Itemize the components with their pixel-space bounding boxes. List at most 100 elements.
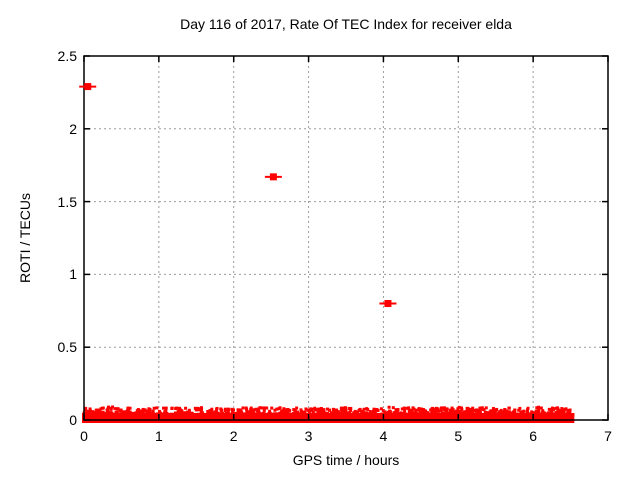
band-point [386, 410, 390, 414]
band-point [368, 409, 372, 413]
band-point [555, 413, 559, 417]
band-point [173, 411, 177, 415]
band-point [141, 407, 145, 411]
band-core [82, 413, 575, 423]
band-point [363, 411, 367, 415]
y-tick-label: 0 [69, 412, 77, 428]
band-point [564, 407, 568, 411]
band-point [387, 405, 391, 409]
band-point [566, 412, 570, 416]
band-point [487, 413, 491, 417]
band-point [444, 407, 448, 411]
band-point [107, 412, 111, 416]
band-point [136, 408, 140, 412]
band-point [543, 412, 547, 416]
band-point [486, 411, 490, 415]
band-point [347, 406, 351, 410]
band-point [571, 413, 575, 417]
band-point [115, 413, 119, 417]
band-point [122, 410, 126, 414]
band-point [499, 411, 503, 415]
band-point [283, 413, 287, 417]
band-point [400, 407, 404, 411]
band-point [306, 408, 310, 412]
band-point [481, 413, 485, 417]
band-point [474, 409, 478, 413]
band-point [286, 408, 290, 412]
band-point [148, 410, 152, 414]
band-point [282, 407, 286, 411]
band-point [304, 413, 308, 417]
band-point [267, 413, 271, 417]
band-point [464, 410, 468, 414]
band-point [270, 406, 274, 410]
band-point [405, 406, 409, 410]
band-point [560, 407, 564, 411]
band-point [86, 411, 90, 415]
band-point [196, 406, 200, 410]
band-point [239, 408, 243, 412]
band-point [539, 406, 543, 410]
band-point [497, 412, 501, 416]
band-point [299, 410, 303, 414]
band-point [439, 408, 443, 412]
band-point [414, 411, 418, 415]
band-point [387, 412, 391, 416]
band-point [473, 413, 477, 417]
band-point [282, 409, 286, 413]
band-point [420, 410, 424, 414]
band-point [335, 413, 339, 417]
band-point [226, 407, 230, 411]
band-point [392, 413, 396, 417]
band-point [477, 409, 481, 413]
x-tick-label: 5 [454, 428, 463, 444]
band-point [502, 410, 506, 414]
band-point [467, 409, 471, 413]
band-point [381, 409, 385, 413]
band-point [105, 412, 109, 416]
band-point [193, 406, 197, 410]
band-point [374, 408, 378, 412]
band-point [414, 409, 418, 413]
band-point [372, 413, 376, 417]
band-point [384, 412, 388, 416]
band-point [121, 413, 125, 417]
band-point [236, 409, 240, 413]
band-point [153, 413, 157, 417]
data-point [84, 83, 92, 91]
band-point [525, 412, 529, 416]
band-point [252, 408, 256, 412]
band-point [448, 411, 452, 415]
band-point [184, 406, 188, 410]
plot-border [83, 55, 609, 421]
band-point [405, 413, 409, 417]
band-point [231, 408, 235, 412]
band-point [400, 413, 404, 417]
band-point [90, 412, 94, 416]
band-point [151, 409, 155, 413]
band-point [349, 406, 353, 410]
y-tick-label: 1.5 [57, 193, 77, 210]
band-point [345, 411, 349, 415]
band-point [131, 412, 135, 416]
band-point [96, 413, 100, 417]
band-point [259, 412, 263, 416]
band-point [190, 413, 194, 417]
band-point [91, 410, 95, 414]
band-point [223, 407, 227, 411]
band-point [372, 409, 376, 413]
band-point [100, 412, 104, 416]
band-point [161, 413, 165, 417]
band-point [141, 411, 145, 415]
chart-title: Day 116 of 2017, Rate Of TEC Index for r… [180, 16, 512, 32]
band-point [478, 410, 482, 414]
x-tick-label: 0 [80, 428, 88, 444]
band-point [295, 406, 299, 410]
band-point [483, 410, 487, 414]
band-point [241, 406, 245, 410]
band-point [278, 406, 282, 410]
band-point [127, 413, 131, 417]
band-point [282, 410, 286, 414]
band-point [548, 411, 552, 415]
band-point [136, 410, 140, 414]
